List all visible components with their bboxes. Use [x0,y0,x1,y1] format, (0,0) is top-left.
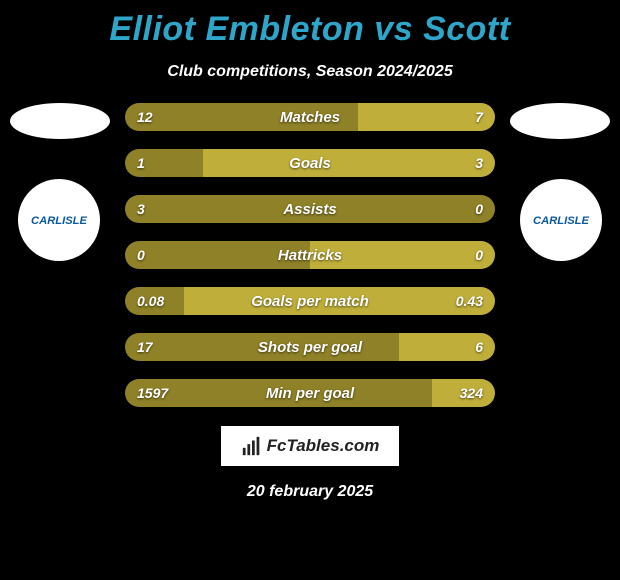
stat-row: 176Shots per goal [125,333,495,361]
page-title: Elliot Embleton vs Scott [0,0,620,49]
stat-row: 127Matches [125,103,495,131]
page-subtitle: Club competitions, Season 2024/2025 [0,63,620,81]
team-logo-right: CARLISLE [520,179,602,261]
comparison-arena: CARLISLE CARLISLE 127Matches 13Goals 30Ass… [0,103,620,407]
stat-row: 1597324Min per goal [125,379,495,407]
stat-label: Min per goal [125,379,495,407]
stat-row: 30Assists [125,195,495,223]
footer-brand-text: FcTables.com [267,436,380,456]
chart-icon [241,435,263,457]
stat-row: 13Goals [125,149,495,177]
stat-label: Matches [125,103,495,131]
svg-text:CARLISLE: CARLISLE [533,215,589,227]
stat-label: Hattricks [125,241,495,269]
svg-text:CARLISLE: CARLISLE [31,215,87,227]
team-logo-left: CARLISLE [18,179,100,261]
ellipse-left [10,103,110,139]
carlisle-logo-icon: CARLISLE [526,207,596,233]
stat-label: Goals per match [125,287,495,315]
footer-brand-badge: FcTables.com [220,425,400,467]
stat-label: Assists [125,195,495,223]
stat-label: Goals [125,149,495,177]
stat-label: Shots per goal [125,333,495,361]
footer-date: 20 february 2025 [0,483,620,501]
carlisle-logo-icon: CARLISLE [24,207,94,233]
stat-bars-container: 127Matches 13Goals 30Assists 00Hattricks 0.0… [125,103,495,407]
stat-row: 0.080.43Goals per match [125,287,495,315]
ellipse-right [510,103,610,139]
stat-row: 00Hattricks [125,241,495,269]
